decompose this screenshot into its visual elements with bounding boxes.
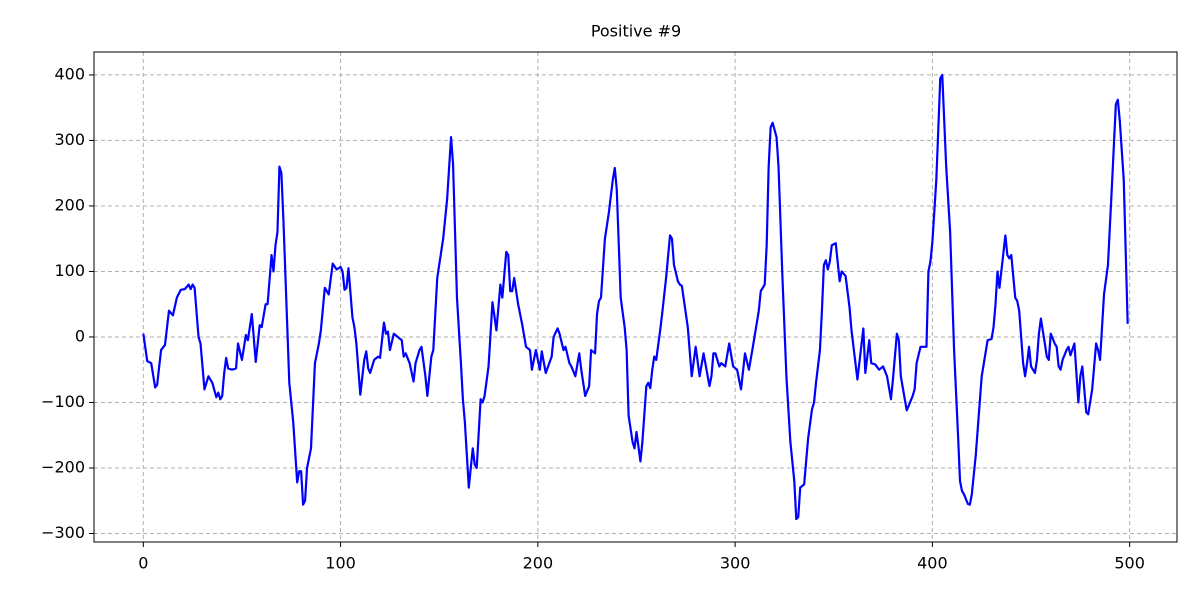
y-tick-label: 100: [54, 261, 85, 280]
x-tick-label: 200: [523, 554, 554, 573]
y-tick-label: 0: [75, 326, 85, 345]
y-tick-label: 300: [54, 130, 85, 149]
x-tick-label: 500: [1114, 554, 1145, 573]
y-tick-label: −200: [41, 457, 85, 476]
data-line: [142, 73, 1129, 521]
plot-frame: [93, 51, 1178, 543]
chart-title: Positive #9: [591, 22, 681, 41]
y-tick-label: 200: [54, 195, 85, 214]
y-tick-label: −300: [41, 523, 85, 542]
x-tick-label: 100: [325, 554, 356, 573]
x-tick-label: 300: [720, 554, 751, 573]
y-tick-label: −100: [41, 392, 85, 411]
x-tick-label: 0: [138, 554, 148, 573]
x-tick-label: 400: [917, 554, 948, 573]
y-tick-label: 400: [54, 64, 85, 83]
